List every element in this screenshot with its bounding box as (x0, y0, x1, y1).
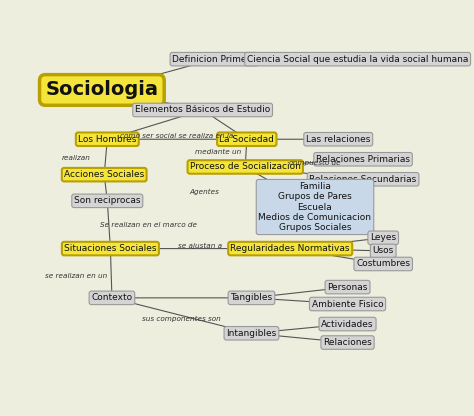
Text: como ser social se realiza en la: como ser social se realiza en la (120, 133, 234, 139)
Text: Costumbres: Costumbres (356, 260, 410, 268)
Text: Contexto: Contexto (91, 293, 133, 302)
Text: Son reciprocas: Son reciprocas (74, 196, 141, 206)
Text: Usos: Usos (373, 246, 394, 255)
Text: realizan: realizan (62, 155, 91, 161)
Text: Las relaciones: Las relaciones (306, 135, 371, 144)
Text: Agentes: Agentes (189, 188, 219, 195)
Text: Actividades: Actividades (321, 319, 374, 329)
Text: Intangibles: Intangibles (226, 329, 276, 338)
Text: Proceso de Socialización: Proceso de Socialización (190, 163, 301, 171)
Text: compuesto de: compuesto de (289, 160, 341, 166)
Text: Tangibles: Tangibles (230, 293, 273, 302)
Text: Regularidades Normativas: Regularidades Normativas (230, 244, 350, 253)
Text: Relaciones Secundarias: Relaciones Secundarias (310, 175, 417, 184)
Text: Personas: Personas (328, 282, 368, 292)
Text: Ambiente Fisico: Ambiente Fisico (312, 300, 383, 309)
Text: Elementos Básicos de Estudio: Elementos Básicos de Estudio (135, 106, 270, 114)
Text: Leyes: Leyes (370, 233, 396, 242)
Text: sus componentes son: sus componentes son (142, 316, 221, 322)
Text: se ajustan a: se ajustan a (178, 243, 222, 249)
Text: Se realizan en el marco de: Se realizan en el marco de (100, 223, 197, 228)
Text: Ciencia Social que estudia la vida social humana: Ciencia Social que estudia la vida socia… (247, 54, 468, 64)
Text: Familia
Grupos de Pares
Escuela
Medios de Comunicacion
Grupos Sociales: Familia Grupos de Pares Escuela Medios d… (258, 182, 372, 232)
Text: Acciones Sociales: Acciones Sociales (64, 170, 144, 179)
Text: se realizan en un: se realizan en un (45, 273, 108, 279)
Text: Situaciones Sociales: Situaciones Sociales (64, 244, 156, 253)
Text: Relaciones: Relaciones (323, 338, 372, 347)
Text: La Sociedad: La Sociedad (219, 135, 274, 144)
Text: mediante un: mediante un (195, 149, 241, 155)
Text: Relaciones Primarias: Relaciones Primarias (316, 155, 410, 164)
Text: Los Hombres: Los Hombres (78, 135, 137, 144)
Text: Definicion Primera: Definicion Primera (173, 54, 256, 64)
Text: Sociologia: Sociologia (46, 80, 158, 99)
